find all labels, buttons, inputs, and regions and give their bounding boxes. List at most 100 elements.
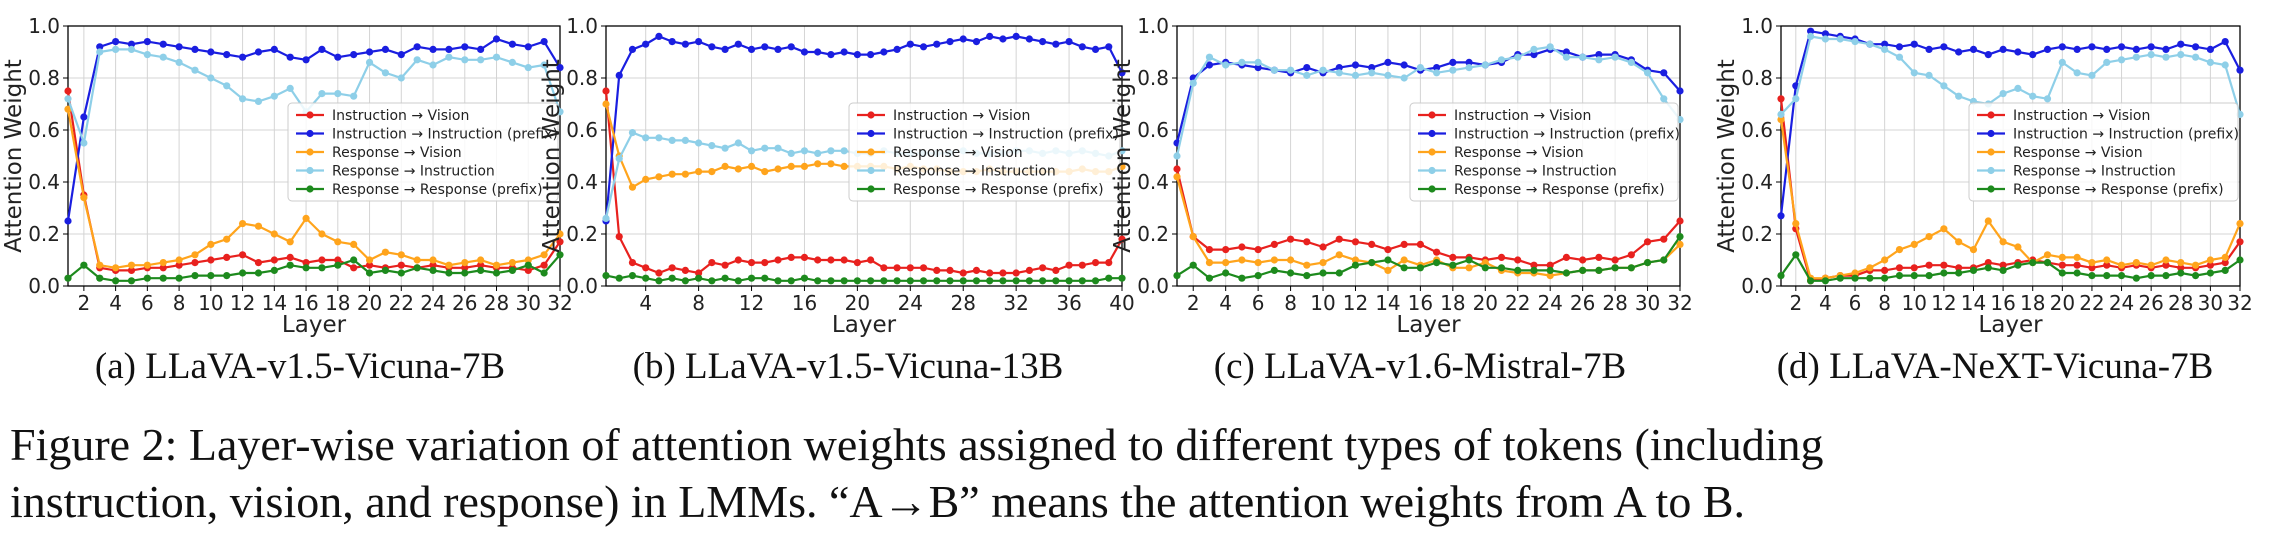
data-point xyxy=(800,162,809,170)
data-point xyxy=(207,240,215,248)
data-point xyxy=(1999,261,2007,269)
data-point xyxy=(1660,69,1668,77)
y-tick-label: 0.2 xyxy=(1741,222,1773,246)
data-point xyxy=(2162,45,2170,54)
data-point xyxy=(1807,277,1815,285)
data-point xyxy=(1881,40,1889,48)
data-point xyxy=(365,261,374,269)
data-point xyxy=(1254,58,1262,66)
data-point xyxy=(1416,264,1424,272)
data-point xyxy=(143,274,151,282)
data-point xyxy=(112,277,120,285)
data-point xyxy=(1052,40,1060,48)
data-point xyxy=(127,277,136,285)
data-point xyxy=(524,261,532,269)
data-point xyxy=(1530,266,1538,274)
data-point xyxy=(1351,71,1360,79)
data-point xyxy=(1895,246,1904,254)
data-point xyxy=(191,259,199,267)
data-point xyxy=(254,48,263,56)
data-point xyxy=(477,256,485,264)
data-point xyxy=(2147,51,2155,59)
data-point xyxy=(2058,261,2066,269)
data-point xyxy=(1777,110,1785,118)
data-point xyxy=(397,261,405,269)
x-tick-label: 22 xyxy=(1505,291,1530,315)
data-point xyxy=(556,64,564,72)
data-point xyxy=(2117,43,2126,51)
x-tick-label: 20 xyxy=(1473,291,1498,315)
data-point xyxy=(853,51,861,59)
y-tick-label: 0.2 xyxy=(28,222,60,246)
data-point xyxy=(1335,69,1343,77)
data-point xyxy=(397,251,405,259)
data-point xyxy=(540,61,548,69)
data-point xyxy=(1105,274,1113,282)
legend-box xyxy=(287,102,559,202)
data-point xyxy=(919,264,928,272)
data-point xyxy=(191,272,199,280)
data-point xyxy=(2221,253,2229,261)
legend-swatch-marker xyxy=(1428,166,1436,175)
data-point xyxy=(774,144,782,152)
data-point xyxy=(2103,58,2111,66)
data-point xyxy=(1400,256,1408,264)
data-point xyxy=(492,269,501,277)
chart-panel-2: 0.0 0.2 0.4 0.6 0.8 1.0 4 8 12 16 20 24 28 32 36 40 Laye… xyxy=(539,14,1135,387)
data-point xyxy=(1400,61,1408,69)
x-tick-label: 12 xyxy=(230,291,255,315)
data-point xyxy=(1449,66,1457,74)
data-point xyxy=(708,168,716,176)
chart-panel-3: 0.00.20.40.60.81.02 4 6 8 10 12 14 16 18 20 22 24 26… xyxy=(1110,14,1693,387)
x-tick-label: 12 xyxy=(1931,291,1956,315)
data-point xyxy=(1792,95,1800,103)
data-point xyxy=(1173,152,1181,160)
legend-swatch-marker xyxy=(1987,148,1995,156)
data-point xyxy=(1777,212,1785,220)
y-axis-label: Attention Weight xyxy=(539,59,565,253)
data-point xyxy=(681,277,689,285)
x-tick-label: 8 xyxy=(1284,291,1297,315)
data-point xyxy=(143,38,151,46)
data-point xyxy=(2117,261,2126,269)
data-point xyxy=(381,69,390,77)
data-point xyxy=(1969,246,1978,254)
data-point xyxy=(413,264,421,272)
data-point xyxy=(628,272,637,280)
data-point xyxy=(1562,53,1571,61)
legend-label: Instruction → Vision xyxy=(2013,108,2150,124)
data-point xyxy=(397,51,405,59)
data-point xyxy=(1384,266,1392,274)
data-point xyxy=(2103,45,2111,54)
data-point xyxy=(800,274,809,282)
data-point xyxy=(1091,259,1100,267)
data-point xyxy=(270,256,278,264)
data-point xyxy=(492,35,501,43)
data-point xyxy=(761,274,769,282)
legend-swatch-marker xyxy=(1428,185,1436,193)
y-tick-label: 1.0 xyxy=(566,14,598,38)
data-point xyxy=(1611,53,1619,61)
x-tick-label: 30 xyxy=(2198,291,2223,315)
legend-label: Response → Instruction xyxy=(1454,164,1617,180)
data-point xyxy=(642,175,650,183)
y-tick-label: 0.4 xyxy=(1741,170,1773,194)
data-point xyxy=(1303,261,1311,269)
data-point xyxy=(1611,264,1619,272)
data-point xyxy=(761,259,769,267)
data-point xyxy=(1940,225,1948,233)
data-point xyxy=(2191,272,2200,280)
data-point xyxy=(238,251,247,259)
data-point xyxy=(2043,259,2052,267)
data-point xyxy=(2132,274,2140,282)
data-point xyxy=(1351,238,1360,246)
data-point xyxy=(1881,256,1889,264)
data-point xyxy=(1052,266,1060,274)
data-point xyxy=(668,38,676,46)
data-point xyxy=(1118,235,1126,243)
data-point xyxy=(365,269,374,277)
data-point xyxy=(1595,253,1603,261)
data-point xyxy=(1039,277,1047,285)
data-point xyxy=(2029,259,2037,267)
data-point xyxy=(1866,274,1874,282)
